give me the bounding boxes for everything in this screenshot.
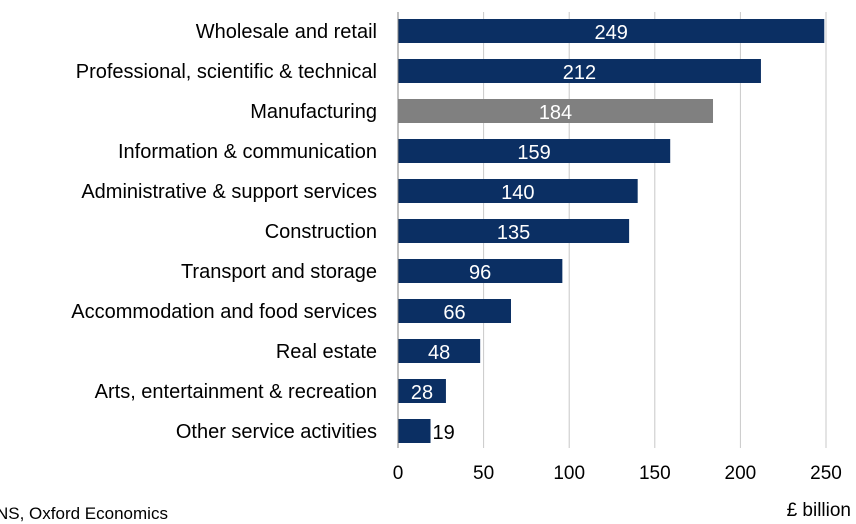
data-label: 135 [497, 222, 530, 244]
bar [398, 139, 671, 163]
bar [398, 219, 630, 243]
category-label: Real estate [276, 341, 377, 363]
category-label: Wholesale and retail [196, 21, 377, 43]
data-label: 159 [517, 142, 550, 164]
category-label: Manufacturing [250, 101, 377, 123]
data-label: 249 [594, 22, 627, 44]
data-label: 28 [411, 382, 433, 404]
category-label: Professional, scientific & technical [76, 61, 377, 83]
category-label: Other service activities [176, 421, 377, 443]
bar [398, 379, 446, 403]
category-label: Accommodation and food services [71, 301, 377, 323]
bar [398, 419, 431, 443]
data-label: 140 [501, 182, 534, 204]
bar [398, 179, 638, 203]
x-tick-label: 100 [553, 463, 585, 484]
category-labels: Wholesale and retail Professional, scient… [71, 21, 377, 443]
x-tick-label: 250 [810, 463, 842, 484]
x-axis-title: £ billion [787, 500, 851, 520]
bars [398, 19, 825, 443]
x-tick-label: 150 [639, 463, 671, 484]
data-label: 212 [563, 62, 596, 84]
category-label: Construction [265, 221, 377, 243]
x-tick-label: 200 [725, 463, 757, 484]
data-label: 66 [443, 302, 465, 324]
gridlines [483, 12, 827, 448]
bar [398, 259, 563, 283]
x-tick-label: 0 [393, 463, 404, 484]
data-label: 96 [469, 262, 491, 284]
bar [398, 99, 714, 123]
data-label: 19 [433, 422, 455, 444]
data-label: 184 [539, 102, 572, 124]
x-tick-label: 50 [473, 463, 494, 484]
bar [398, 59, 761, 83]
bar [398, 339, 481, 363]
category-label: Administrative & support services [81, 181, 377, 203]
x-tick-labels: 0 50 100 150 200 250 [393, 463, 842, 484]
bar [398, 19, 825, 43]
category-label: Transport and storage [181, 261, 377, 283]
bar [398, 299, 511, 323]
category-label: Arts, entertainment & recreation [95, 381, 377, 403]
source-note: NS, Oxford Economics [0, 504, 168, 523]
category-label: Information & communication [118, 141, 377, 163]
data-label: 48 [428, 342, 450, 364]
